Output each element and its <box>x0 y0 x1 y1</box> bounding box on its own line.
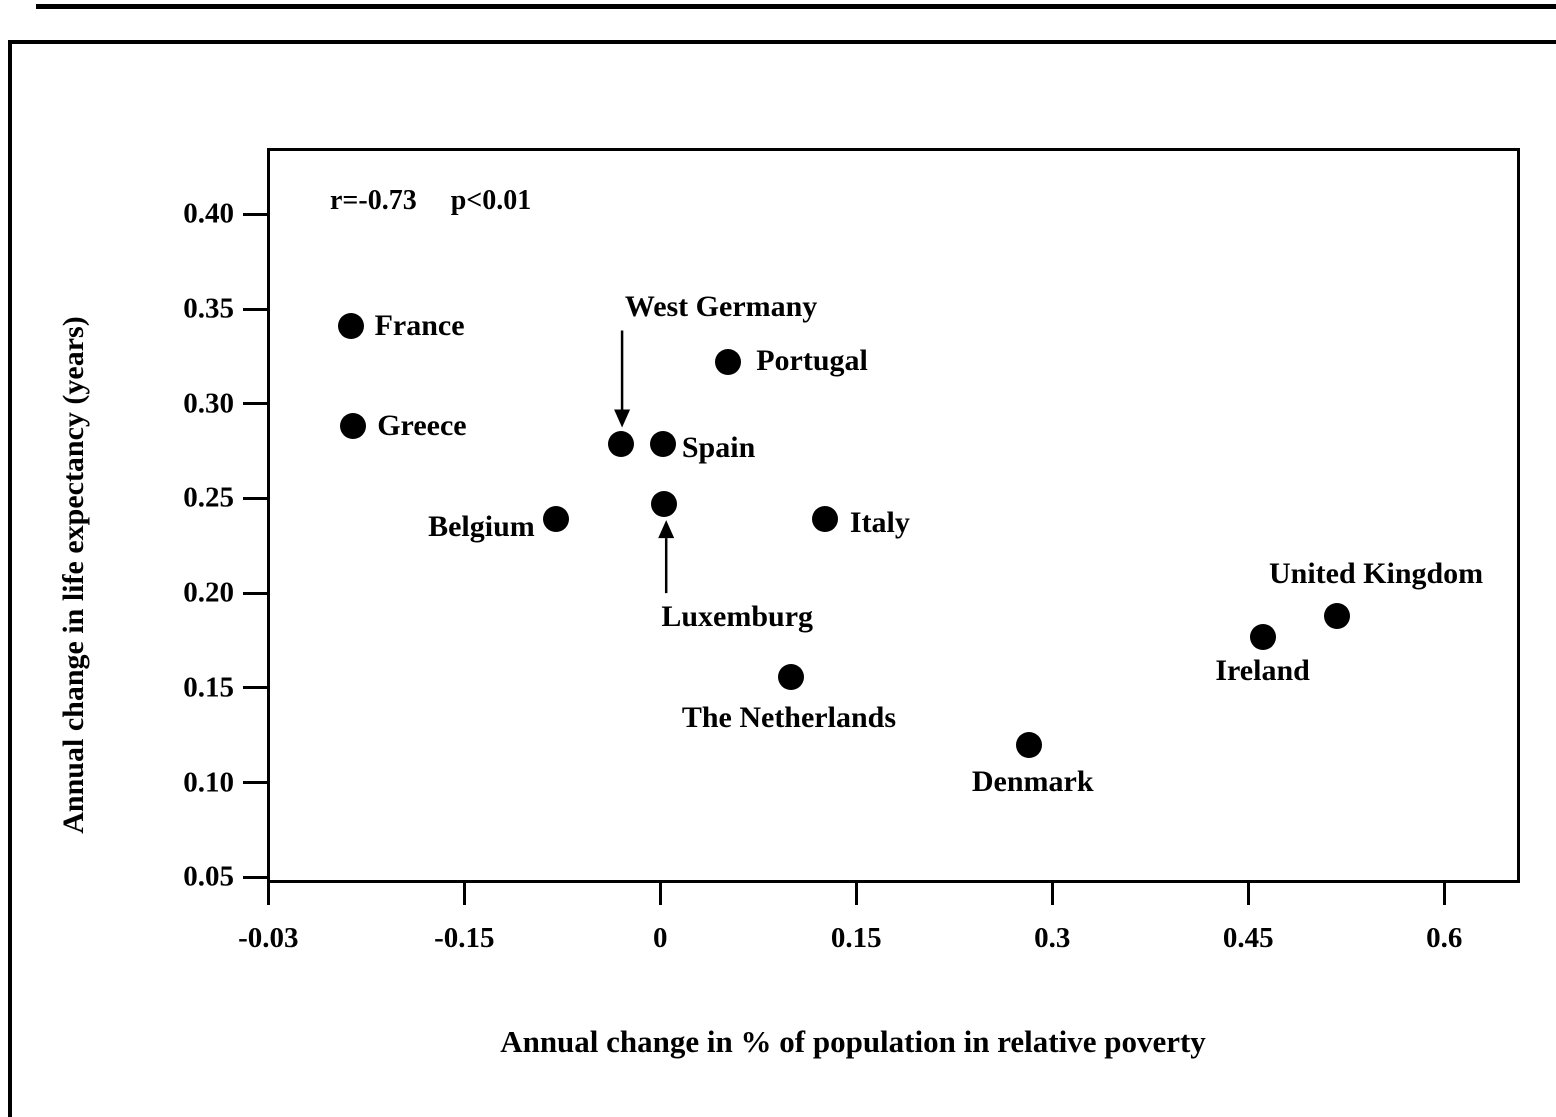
label-italy: Italy <box>849 506 910 540</box>
y-tick-label-0.30: 0.30 <box>183 387 234 420</box>
point-greece <box>340 413 367 440</box>
point-ireland <box>1249 623 1276 650</box>
y-tick-0.05 <box>243 875 267 879</box>
r-value: r=-0.73 <box>330 185 417 216</box>
point-the-netherlands <box>777 663 804 690</box>
label-denmark: Denmark <box>971 764 1094 798</box>
y-tick-0.40 <box>243 212 267 216</box>
x-tick-0 <box>658 883 662 905</box>
label-spain: Spain <box>681 430 756 464</box>
y-tick-label-0.20: 0.20 <box>183 576 234 609</box>
plot-frame <box>267 148 1520 883</box>
point-italy <box>811 506 838 533</box>
label-france: France <box>374 309 465 343</box>
y-tick-0.35 <box>243 307 267 311</box>
y-tick-0.15 <box>243 686 267 690</box>
x-tick-0.3 <box>1050 883 1054 905</box>
y-tick-0.25 <box>243 496 267 500</box>
y-tick-label-0.40: 0.40 <box>183 197 234 230</box>
x-tick-label-0.45: 0.45 <box>1222 922 1274 954</box>
top-rule <box>36 4 1556 9</box>
x-tick-label-0.3: 0.3 <box>1034 922 1071 954</box>
x-tick--0.03 <box>266 883 270 905</box>
y-tick-label-0.05: 0.05 <box>183 860 234 893</box>
y-tick-label-0.15: 0.15 <box>183 671 234 704</box>
point-france <box>337 313 364 340</box>
y-tick-0.30 <box>243 402 267 406</box>
y-tick-0.10 <box>243 781 267 785</box>
x-tick-label--0.03: -0.03 <box>238 922 299 954</box>
label-luxemburg: Luxemburg <box>661 600 814 634</box>
point-belgium <box>542 506 569 533</box>
point-west-germany <box>608 430 635 457</box>
x-tick-label-0.6: 0.6 <box>1426 922 1463 954</box>
label-the-netherlands: The Netherlands <box>681 700 897 734</box>
label-west-germany: West Germany <box>624 289 818 323</box>
point-denmark <box>1015 731 1042 758</box>
p-value: p<0.01 <box>450 185 532 216</box>
figure-frame <box>8 40 1556 1117</box>
x-tick-label--0.15: -0.15 <box>434 922 495 954</box>
point-spain <box>649 430 676 457</box>
label-belgium: Belgium <box>428 510 535 544</box>
x-axis-title: Annual change in % of population in rela… <box>500 1024 1206 1059</box>
y-tick-0.20 <box>243 591 267 595</box>
x-tick-label-0.15: 0.15 <box>830 922 882 954</box>
point-portugal <box>715 349 742 376</box>
y-tick-label-0.10: 0.10 <box>183 766 234 799</box>
point-luxemburg <box>651 491 678 518</box>
y-tick-label-0.25: 0.25 <box>183 481 234 514</box>
label-ireland: Ireland <box>1215 653 1310 687</box>
label-greece: Greece <box>377 409 467 443</box>
x-tick-0.15 <box>854 883 858 905</box>
label-united-kingdom: United Kingdom <box>1268 556 1484 590</box>
x-tick-label-0: 0 <box>653 922 668 954</box>
label-portugal: Portugal <box>756 344 868 378</box>
x-tick--0.15 <box>462 883 466 905</box>
y-axis-title: Annual change in life expectancy (years) <box>57 316 90 834</box>
y-tick-label-0.35: 0.35 <box>183 292 234 325</box>
x-tick-0.45 <box>1246 883 1250 905</box>
correlation-annotation: r=-0.73 p<0.01 <box>330 185 531 217</box>
point-united-kingdom <box>1324 602 1351 629</box>
x-tick-0.6 <box>1442 883 1446 905</box>
